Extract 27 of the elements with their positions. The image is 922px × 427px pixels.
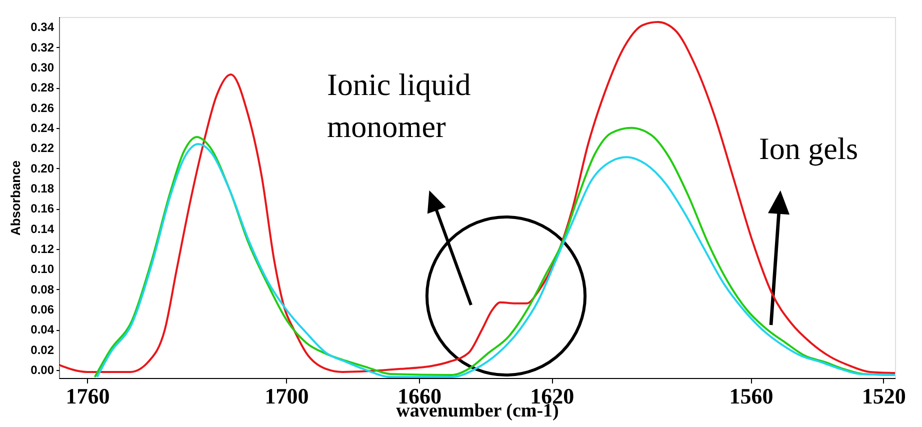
y-tick-label: 0.02: [30, 342, 54, 357]
y-tick-label: 0.14: [30, 222, 54, 236]
y-tick-label: 0.28: [30, 80, 54, 95]
y-tick-label: 0.26: [30, 100, 54, 115]
y-tick-label: 0.32: [30, 40, 54, 54]
x-tick-label: 1700: [264, 384, 309, 408]
annotation: Ion gels: [759, 131, 858, 166]
x-tick-label: 1660: [397, 384, 442, 408]
y-tick-label: 0.00: [30, 362, 54, 377]
y-tick-label: 0.24: [30, 120, 54, 135]
annotation: Ionic liquid monomer: [327, 67, 472, 144]
x-tick-label: 1760: [66, 384, 110, 408]
y-axis-title: Absorbance: [8, 160, 23, 236]
y-tick-label: 0.10: [30, 262, 54, 276]
x-tick-label: 1560: [729, 384, 774, 408]
y-tick-label: 0.04: [30, 322, 54, 337]
y-tick-label: 0.06: [30, 302, 54, 316]
y-tick-label: 0.16: [30, 202, 54, 216]
x-tick-label: 1520: [862, 384, 906, 408]
y-tick-label: 0.30: [30, 60, 54, 74]
y-tick-label: 0.08: [30, 282, 54, 296]
y-tick-label: 0.20: [30, 161, 54, 176]
y-tick-label: 0.34: [30, 20, 54, 34]
line-series: [59, 21, 895, 374]
y-tick-label: 0.22: [30, 141, 54, 156]
y-tick-label: 0.18: [30, 181, 54, 196]
y-tick-label: 0.12: [30, 242, 54, 256]
